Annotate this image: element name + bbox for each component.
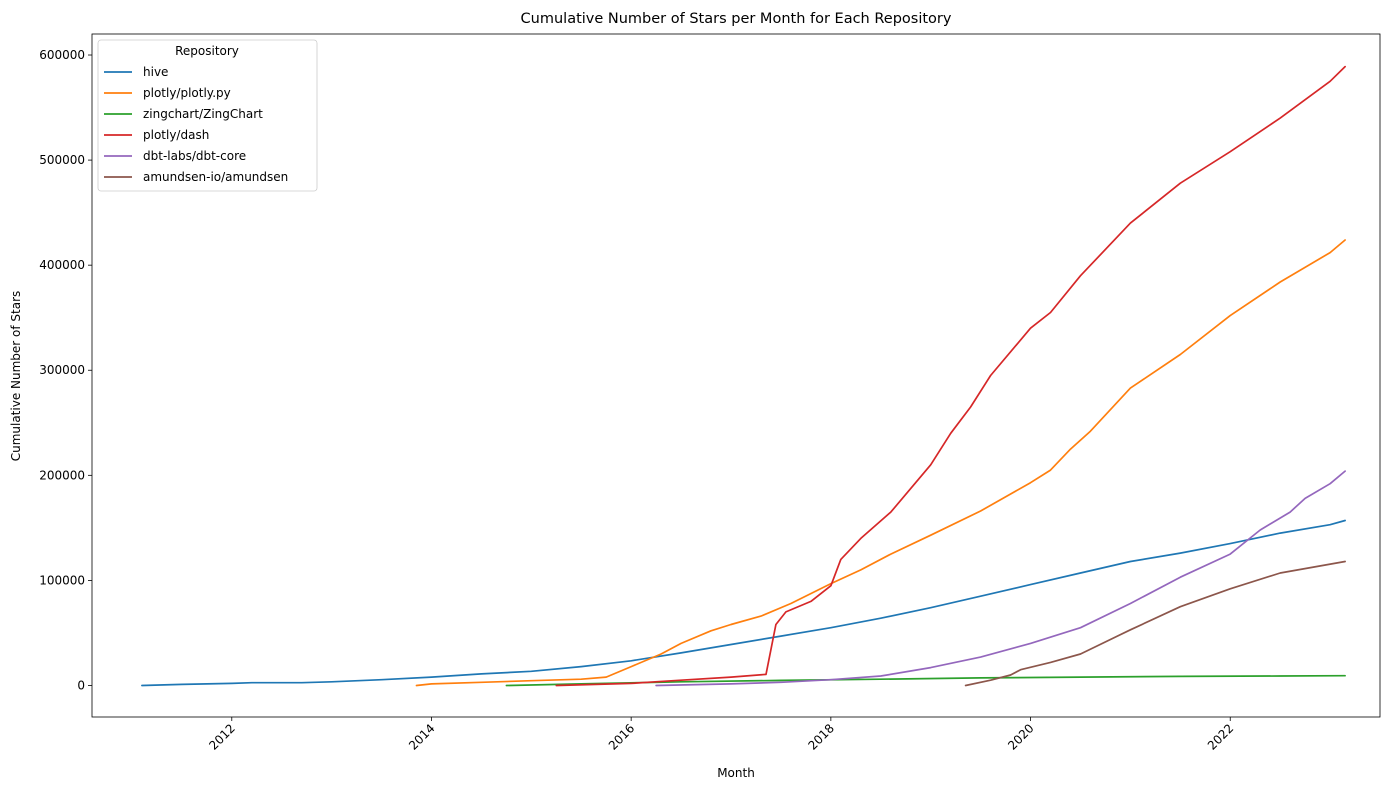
y-tick-label: 400000 — [39, 258, 85, 272]
legend-label-1: plotly/plotly.py — [143, 86, 231, 100]
series-line-1 — [415, 239, 1346, 687]
chart-title: Cumulative Number of Stars per Month for… — [521, 11, 952, 27]
y-tick-label: 500000 — [39, 153, 85, 167]
legend-label-4: dbt-labs/dbt-core — [143, 149, 246, 163]
series-line-0 — [141, 519, 1346, 687]
y-tick-label: 0 — [77, 678, 85, 692]
y-axis: 0 100000 200000 300000 400000 500000 600000 — [39, 48, 92, 692]
y-tick-label: 600000 — [39, 48, 85, 62]
series-line-4 — [655, 470, 1346, 687]
x-tick-label: 2012 — [206, 721, 237, 752]
legend-title: Repository — [175, 44, 239, 58]
legend-label-0: hive — [143, 65, 168, 79]
series-layer — [141, 65, 1346, 687]
x-tick-label: 2018 — [805, 721, 836, 752]
x-tick-label: 2020 — [1005, 721, 1036, 752]
x-tick-label: 2014 — [406, 721, 437, 752]
x-axis: 2012 2014 2016 2018 2020 2022 — [206, 717, 1236, 753]
y-tick-label: 200000 — [39, 468, 85, 482]
legend-box — [97, 39, 318, 192]
legend-label-2: zingchart/ZingChart — [143, 107, 263, 121]
x-tick-label: 2016 — [606, 721, 637, 752]
plot-area-frame — [91, 33, 1381, 718]
y-tick-label: 300000 — [39, 363, 85, 377]
legend-entries: hive plotly/plotly.py zingchart/ZingChart p… — [104, 65, 288, 184]
legend-label-3: plotly/dash — [143, 128, 209, 142]
legend: Repository hive plotly/plotly.py zingchart… — [97, 39, 318, 192]
y-tick-label: 100000 — [39, 573, 85, 587]
x-axis-title: Month — [717, 766, 755, 780]
legend-label-5: amundsen-io/amundsen — [143, 170, 288, 184]
series-line-3 — [555, 65, 1346, 687]
series-line-5 — [964, 560, 1346, 687]
y-axis-title: Cumulative Number of Stars — [9, 291, 23, 462]
x-tick-label: 2022 — [1205, 721, 1236, 752]
